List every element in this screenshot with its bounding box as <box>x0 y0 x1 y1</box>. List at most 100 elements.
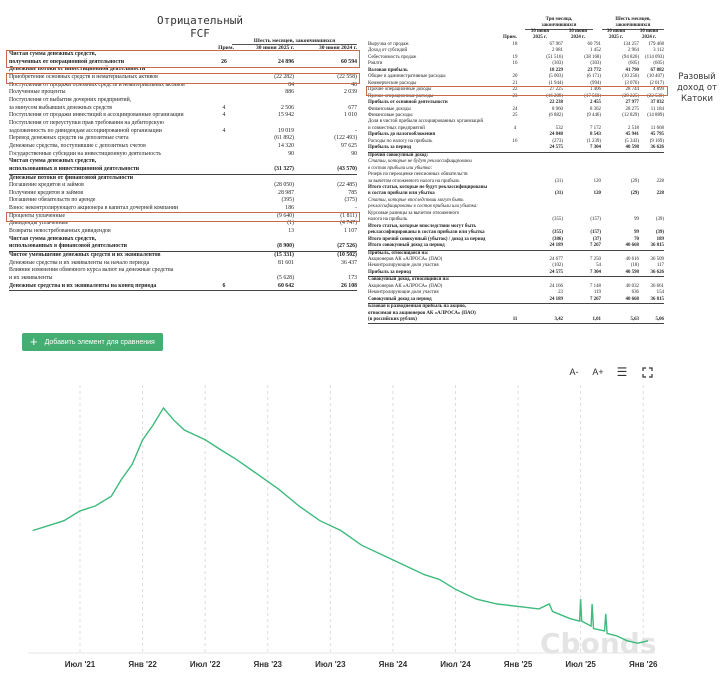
table-row: Возвраты невостребованных дивидендов 13 1 … <box>9 228 357 236</box>
row-note: 4 <box>222 127 226 134</box>
row-value: 41 790 <box>625 67 639 73</box>
row-value-2025: (31 327) <box>274 165 294 172</box>
table-row: Денежные средства и их эквиваленты на ко… <box>9 283 357 292</box>
row-value: 40 668 <box>625 243 639 249</box>
row-note: 6 <box>222 282 226 289</box>
row-value: (5 343) <box>624 138 639 144</box>
table-row: Выручка от продаж 18 67 967 60 791 134 257 17… <box>368 42 664 48</box>
row-value: 24 575 <box>549 269 563 275</box>
row-value-2024: 173 <box>348 275 357 282</box>
row-value-2025: (395) <box>281 197 294 204</box>
table-row: Расходы по налогу на прибыль 16 (273) (1 23… <box>368 139 664 145</box>
row-value: (31) <box>554 178 563 184</box>
table-row: Роялти 16 (303) (303) (605) (605) <box>368 61 664 67</box>
row-value: 7 148 <box>589 283 601 289</box>
row-value: (38 168) <box>584 54 601 60</box>
row-label: Чистая сумма денежных средств, использов… <box>9 158 140 172</box>
table-row: Статьи, которые впоследствии могут быть … <box>368 198 664 211</box>
row-value: 24 848 <box>549 132 563 138</box>
row-value: 1 406 <box>589 87 601 93</box>
row-label: Себестоимость продаж <box>368 54 417 60</box>
row-value: 45 941 <box>625 132 639 138</box>
x-tick-label: Июл '24 <box>440 660 471 669</box>
three-months-header: Три месяца, закончившихся <box>525 17 593 30</box>
row-value: (39) <box>655 217 664 223</box>
row-value: 8 543 <box>589 132 601 138</box>
cash-flow-period-header: Шесть месяцев, закончившихся <box>232 38 357 45</box>
price-line-chart[interactable]: Cbonds Июл '21 Янв '22 Июл '22 Янв '23 Июл '… <box>0 355 720 673</box>
row-value-2025: 90 <box>288 150 294 157</box>
row-value: (5 003) <box>548 74 563 80</box>
table-row: Чистая сумма денежных средств, использов… <box>9 158 357 175</box>
table-row: Финансовые расходы 25 (6 882) (9 446) (12 82… <box>368 113 664 119</box>
row-label: Резерв по переоценке пенсионных обязател… <box>368 172 468 184</box>
row-label: Выручка от продаж <box>368 42 409 47</box>
row-label: Денежные средства и их эквиваленты на ко… <box>9 282 157 289</box>
row-value: (273) <box>552 138 563 144</box>
fullscreen-icon[interactable] <box>636 361 658 383</box>
row-value: 2 964 <box>627 48 639 54</box>
row-value: 11 184 <box>650 106 664 112</box>
row-note: 4 <box>222 112 226 119</box>
table-row: Поступления от выбытия дочерних предприя… <box>9 97 357 112</box>
row-value-2025: 13 <box>288 228 294 235</box>
six-months-header: Шесть месяцев, закончившихся <box>602 17 664 30</box>
row-value: 60 791 <box>587 42 601 47</box>
row-label: Курсовые разницы за вычетом отложенного … <box>368 210 460 223</box>
table-row: Прочий совокупный доход: <box>368 153 664 159</box>
row-value-2025: (28 050) <box>274 182 294 189</box>
row-value: (10 407) <box>647 74 664 80</box>
row-value: 7 267 <box>589 243 601 249</box>
row-value: 3,42 <box>554 317 563 323</box>
row-label: Роялти <box>368 61 383 67</box>
table-row: Итого статьи, которые впоследствии могут… <box>368 224 664 237</box>
row-value: 36 509 <box>650 256 664 262</box>
row-label: Чистая сумма денежных средств, использов… <box>9 235 128 250</box>
add-compare-button[interactable]: + Добавить элемент для сравнения <box>22 333 163 351</box>
row-value: (303) <box>590 61 601 67</box>
row-value: 5,06 <box>655 317 664 323</box>
table-row: Курсовые разницы за вычетом отложенного … <box>368 211 664 224</box>
row-label: Прочие операционные доходы <box>368 87 432 93</box>
table-row: Совокупный доход, относящийся на: <box>368 277 664 283</box>
add-compare-label: Добавить элемент для сравнения <box>44 338 155 346</box>
table-row: Прочие операционные доходы 22 27 225 1 406 2… <box>368 87 664 93</box>
table-row: Полученные проценты 886 2 039 <box>9 89 357 97</box>
x-tick-label: Июл '21 <box>65 660 96 669</box>
table-row: Дивиденды уплаченные (1) (4 747) <box>9 220 357 228</box>
table-row: Денежные средства, поступившие с депозит… <box>9 143 357 151</box>
row-label: Денежные средства и их эквиваленты на на… <box>9 259 150 266</box>
row-label: Денежные потоки от инвестиционной деятел… <box>9 66 146 73</box>
row-label: Коммерческие расходы <box>368 80 417 86</box>
hamburger-menu-icon[interactable]: ☰ <box>616 365 628 379</box>
x-tick-label: Янв '25 <box>504 660 533 669</box>
row-value: 7 304 <box>589 145 601 151</box>
row-value: (10 256) <box>622 74 639 80</box>
row-value-2025: 14 320 <box>278 142 294 149</box>
row-value-2024: 40 <box>351 81 357 88</box>
table-row: Резерв по переоценке пенсионных обязател… <box>368 172 664 185</box>
row-value: (17 560) <box>584 93 601 99</box>
table-row: Прибыль от основной деятельности 22 238 2 … <box>368 100 664 106</box>
row-label: Поступления от продажи инвестиций в ассо… <box>9 112 184 119</box>
row-value: 40 616 <box>625 256 639 262</box>
row-note: 11 <box>512 317 518 323</box>
cash-flow-col-2025: 30 июня 2025 г. <box>255 45 294 51</box>
row-value-2024: 1 107 <box>343 228 357 235</box>
row-value-2025: 60 642 <box>278 282 294 289</box>
row-value: (102) <box>552 263 563 269</box>
font-increase-button[interactable]: A+ <box>592 367 604 377</box>
row-value: 23 772 <box>587 67 601 73</box>
row-value: (1 239) <box>586 138 601 144</box>
row-value: 189 <box>656 236 664 242</box>
row-value: (37) <box>592 236 601 242</box>
table-row: Акционеров АК «АЛРОСА» (ПАО) 24 166 7 148 4… <box>368 284 664 290</box>
table-row: Статьи, которые не будут реклассифициров… <box>368 159 664 172</box>
row-label: Расходы по налогу на прибыль <box>368 138 433 144</box>
font-decrease-button[interactable]: A- <box>569 367 579 377</box>
row-label: Общие и административные расходы <box>368 74 446 80</box>
row-value: 154 <box>656 290 664 296</box>
row-value: 37 832 <box>650 100 664 106</box>
table-row: Общие и административные расходы 20 (5 003… <box>368 74 664 80</box>
row-label: Прибыль за период <box>368 145 412 151</box>
